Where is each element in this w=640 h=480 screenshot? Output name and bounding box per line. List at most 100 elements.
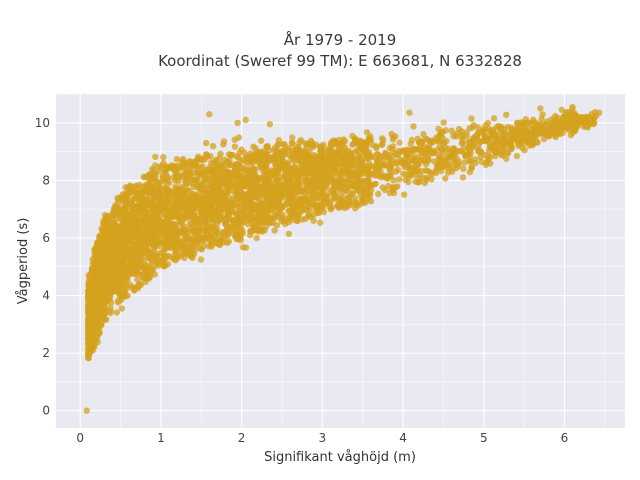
data-point [482,137,490,144]
data-point [194,233,202,241]
data-point [167,224,174,231]
data-point [455,160,462,167]
data-point [513,136,521,143]
data-point [118,214,125,221]
data-point [196,239,203,247]
data-point [106,259,114,267]
data-point [339,183,346,190]
data-point [235,212,242,219]
data-point [242,244,250,251]
data-point [459,174,467,181]
data-point [289,140,296,147]
data-point [334,203,342,210]
data-point [198,190,206,198]
data-point [248,216,255,224]
data-point [203,203,210,211]
data-point [305,212,312,219]
data-point [117,259,124,267]
data-point [530,116,537,124]
data-point [199,181,207,188]
data-point [99,260,107,267]
data-point [305,202,313,210]
data-point [253,234,260,242]
data-point [259,166,266,173]
data-point [485,148,493,155]
data-point [359,170,366,178]
data-point [118,224,126,231]
data-point [86,320,93,328]
data-point [452,154,460,161]
data-point [197,256,205,263]
data-point [85,354,92,362]
data-point [249,184,256,192]
data-point [202,231,210,238]
data-point [220,138,228,145]
data-point [410,157,417,164]
data-point [250,176,257,183]
data-point [440,119,447,126]
data-point [504,123,511,131]
data-point [513,152,521,160]
data-point [295,180,302,188]
data-point [151,248,158,255]
data-point [212,240,219,247]
data-point [572,127,579,134]
data-point [282,220,289,228]
data-point [102,221,110,228]
data-point [190,159,197,166]
data-point [361,191,368,198]
data-point [401,156,409,163]
data-point [181,254,188,262]
data-point [152,153,159,161]
data-point [202,218,209,225]
data-point [132,249,139,256]
data-point [477,153,484,161]
data-point [542,122,550,129]
data-point [140,244,147,251]
data-point [331,138,339,145]
data-point [258,160,265,167]
outlier-point [83,407,90,414]
x-tick-label: 3 [319,431,327,445]
data-point [465,143,472,150]
data-point [390,177,397,184]
data-point [243,153,250,161]
data-point [94,268,102,276]
data-point [162,254,170,261]
data-point [242,205,249,212]
data-point [362,163,369,170]
data-point [192,199,199,206]
chart-title-line1: År 1979 - 2019 [284,30,397,49]
x-axis-ticks: 0 1 2 3 4 5 6 [76,431,568,445]
data-point [540,135,548,143]
data-point [172,225,179,232]
data-point [300,206,308,214]
data-point [504,150,512,157]
data-point [357,140,364,148]
data-point [458,132,466,139]
data-point [355,152,362,159]
data-point [183,206,190,213]
data-point [434,162,441,169]
data-point [443,153,451,161]
data-point [298,168,305,176]
data-point [444,148,452,155]
data-point [425,156,432,163]
data-point [148,241,155,248]
data-point [362,140,370,147]
x-tick-label: 0 [76,431,84,445]
data-point [261,197,268,204]
data-point [527,134,535,141]
data-point [435,133,442,140]
outlier-point [537,105,544,112]
data-point [359,146,366,153]
data-point [211,184,218,191]
data-point [405,178,412,186]
data-point [149,176,157,183]
data-point [266,185,273,192]
data-point [224,173,231,180]
data-point [109,265,116,272]
data-point [236,176,243,183]
data-point [305,170,312,177]
data-point [514,120,521,127]
